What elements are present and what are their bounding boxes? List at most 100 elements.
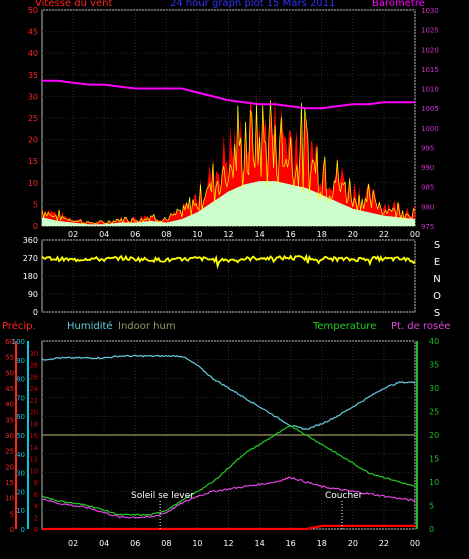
- direction-tick-label: 180: [23, 272, 38, 281]
- baro-tick-label: 1005: [421, 105, 439, 113]
- x-tick-label-top: 10: [192, 230, 202, 239]
- humidity-tick-label: 0: [21, 526, 25, 534]
- dewpoint-axis-label: Pt. de rosée: [391, 321, 451, 332]
- compass-letter: E: [434, 257, 440, 268]
- wind-tick-label: 25: [28, 114, 38, 123]
- temp-tick-label: 20: [429, 431, 439, 440]
- direction-tick-label: 0: [33, 308, 38, 317]
- precip-tick-label: 20: [5, 463, 14, 471]
- baro-tick-label: 1000: [421, 125, 439, 133]
- baro-tick-label: 990: [421, 164, 434, 172]
- x-tick-label-bottom: 04: [99, 539, 109, 548]
- baro-tick-label: 995: [421, 144, 434, 152]
- x-tick-label-bottom: 22: [379, 539, 389, 548]
- wind-tick-label: 40: [28, 49, 38, 58]
- indoor-tick-label: 8: [34, 479, 38, 487]
- wind-tick-label: 5: [33, 200, 38, 209]
- precip-tick-label: 30: [5, 432, 14, 440]
- wind-tick-label: 15: [28, 157, 38, 166]
- temperature-line: [41, 425, 416, 517]
- x-tick-label-bottom: 18: [317, 539, 327, 548]
- indoor-hum-label: Indoor hum: [118, 321, 176, 332]
- precip-tick-label: 10: [5, 495, 14, 503]
- temp-tick-label: 10: [429, 478, 439, 487]
- x-tick-label-bottom: 06: [130, 539, 140, 548]
- precip-axis-label: Précip.: [2, 321, 36, 332]
- humidity-tick-label: 90: [16, 357, 25, 365]
- wind-tick-label: 45: [28, 28, 38, 37]
- indoor-tick-label: 18: [29, 420, 38, 428]
- wind-tick-label: 50: [28, 6, 38, 15]
- indoor-tick-label: 26: [29, 373, 38, 381]
- temp-tick-label: 15: [429, 455, 439, 464]
- x-tick-label-bottom: 12: [223, 539, 233, 548]
- indoor-tick-label: 4: [34, 503, 39, 511]
- baro-tick-label: 985: [421, 184, 434, 192]
- humidity-tick-label: 40: [16, 451, 25, 459]
- baro-tick-label: 980: [421, 203, 434, 211]
- humidity-tick-label: 30: [16, 470, 25, 478]
- temp-tick-label: 25: [429, 408, 439, 417]
- indoor-tick-label: 28: [29, 362, 38, 370]
- baro-tick-label: 975: [421, 223, 434, 231]
- precip-tick-label: 60: [5, 338, 14, 346]
- compass-letter: O: [433, 291, 441, 302]
- x-tick-label-bottom: 08: [161, 539, 171, 548]
- temperature-axis-label: Temperature: [313, 321, 377, 332]
- temp-tick-label: 30: [429, 384, 439, 393]
- precip-tick-label: 25: [5, 448, 14, 456]
- x-tick-label-bottom: 02: [68, 539, 78, 548]
- humidity-tick-label: 10: [16, 507, 25, 515]
- x-tick-label-top: 12: [223, 230, 233, 239]
- x-tick-label-bottom: 16: [286, 539, 296, 548]
- humidity-axis-label: Humidité: [67, 321, 113, 332]
- humidity-tick-label: 60: [16, 413, 25, 421]
- wind-direction-line: [41, 253, 416, 270]
- precipitation-line: [42, 524, 415, 531]
- direction-tick-label: 270: [23, 254, 38, 263]
- wind-tick-label: 0: [33, 222, 38, 231]
- compass-letter: N: [433, 274, 440, 285]
- temp-tick-label: 5: [429, 502, 434, 511]
- x-tick-label-top: 18: [317, 230, 327, 239]
- barometer-line: [42, 79, 415, 110]
- baro-tick-label: 1020: [421, 46, 439, 54]
- precip-tick-label: 40: [5, 401, 14, 409]
- indoor-tick-label: 20: [29, 409, 38, 417]
- indoor-tick-label: 30: [29, 350, 38, 358]
- precip-tick-label: 0: [10, 526, 14, 534]
- wind-speed-area: [42, 91, 415, 226]
- x-tick-label-top: 20: [348, 230, 358, 239]
- sunrise-label: Soleil se lever: [131, 491, 194, 501]
- x-tick-label-top: 16: [286, 230, 296, 239]
- baro-tick-label: 1015: [421, 66, 439, 74]
- sunset-label: Coucher: [325, 491, 363, 501]
- temp-tick-label: 35: [429, 361, 439, 370]
- compass-letter: S: [434, 308, 440, 319]
- humidity-tick-label: 20: [16, 488, 25, 496]
- baro-tick-label: 1030: [421, 7, 439, 15]
- indoor-tick-label: 16: [29, 432, 38, 440]
- direction-tick-label: 360: [23, 236, 38, 245]
- indoor-tick-label: 12: [29, 456, 38, 464]
- precip-tick-label: 50: [5, 369, 14, 377]
- x-tick-label-top: 02: [68, 230, 78, 239]
- indoor-tick-label: 2: [34, 514, 38, 522]
- barometer-axis-label: Barometre: [372, 0, 425, 9]
- humidity-tick-label: 100: [12, 338, 25, 346]
- x-tick-label-top: 04: [99, 230, 109, 239]
- x-tick-label-top: 00: [410, 230, 420, 239]
- precip-tick-label: 35: [5, 416, 14, 424]
- compass-letter: S: [434, 240, 440, 251]
- top-title: 24 hour graph plot 15 Mars 2011: [170, 0, 336, 9]
- indoor-tick-label: 0: [34, 526, 38, 534]
- x-tick-label-top: 22: [379, 230, 389, 239]
- x-tick-label-top: 08: [161, 230, 171, 239]
- baro-tick-label: 1025: [421, 27, 439, 35]
- precip-tick-label: 5: [10, 510, 14, 518]
- precip-tick-label: 45: [5, 385, 14, 393]
- direction-tick-label: 90: [28, 290, 38, 299]
- x-tick-label-bottom: 10: [192, 539, 202, 548]
- wind-tick-label: 35: [28, 71, 38, 80]
